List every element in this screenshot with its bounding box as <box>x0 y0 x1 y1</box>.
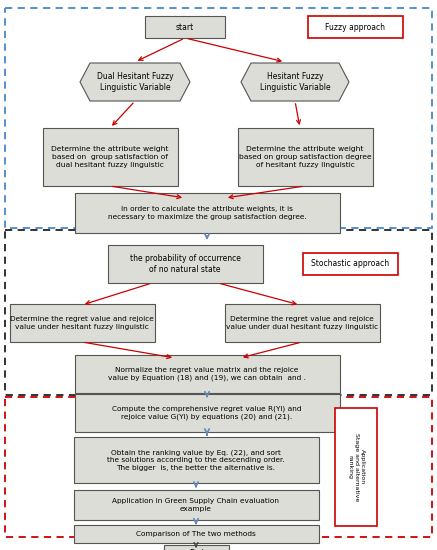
FancyBboxPatch shape <box>302 253 398 275</box>
Text: start: start <box>176 23 194 31</box>
FancyBboxPatch shape <box>308 16 402 38</box>
Text: Fuzzy approach: Fuzzy approach <box>325 23 385 31</box>
FancyBboxPatch shape <box>73 525 319 543</box>
FancyBboxPatch shape <box>145 16 225 38</box>
Text: Obtain the ranking value by Eq. (22), and sort
the solutions according to the de: Obtain the ranking value by Eq. (22), an… <box>107 449 285 471</box>
Text: Determine the attribute weight
based on group satisfaction degree
of hesitant fu: Determine the attribute weight based on … <box>239 146 371 168</box>
Text: In order to calculate the attribute weights, it is
necessary to maximize the gro: In order to calculate the attribute weig… <box>108 206 306 220</box>
Text: Stochastic approach: Stochastic approach <box>311 260 389 268</box>
Text: Application
Stage and alternative
ranking: Application Stage and alternative rankin… <box>347 433 365 501</box>
Text: Dual Hesitant Fuzzy
Linguistic Variable: Dual Hesitant Fuzzy Linguistic Variable <box>97 72 173 92</box>
Text: Application in Green Supply Chain evaluation
example: Application in Green Supply Chain evalua… <box>112 498 280 512</box>
FancyBboxPatch shape <box>42 128 177 186</box>
Text: the probability of occurrence
of no natural state: the probability of occurrence of no natu… <box>129 254 240 274</box>
Polygon shape <box>80 63 190 101</box>
Text: Hesitant Fuzzy
Linguistic Variable: Hesitant Fuzzy Linguistic Variable <box>260 72 330 92</box>
Text: Comparison of The two methods: Comparison of The two methods <box>136 531 256 537</box>
FancyBboxPatch shape <box>10 304 155 342</box>
Polygon shape <box>241 63 349 101</box>
FancyBboxPatch shape <box>74 394 340 432</box>
FancyBboxPatch shape <box>108 245 263 283</box>
FancyBboxPatch shape <box>74 193 340 233</box>
FancyBboxPatch shape <box>225 304 379 342</box>
Text: Determine the attribute weight
based on  group satisfaction of
dual hesitant fuz: Determine the attribute weight based on … <box>51 146 169 168</box>
FancyBboxPatch shape <box>73 490 319 520</box>
FancyBboxPatch shape <box>73 437 319 483</box>
Text: Determine the regret value and rejoice
value under hesitant fuzzy linguistic: Determine the regret value and rejoice v… <box>10 316 154 330</box>
FancyBboxPatch shape <box>74 355 340 393</box>
FancyBboxPatch shape <box>163 545 229 550</box>
Text: Determine the regret value and rejoice
value under dual hesitant fuzzy linguisti: Determine the regret value and rejoice v… <box>226 316 378 330</box>
Text: Normalize the regret value matrix and the rejoice
value by Equation (18) and (19: Normalize the regret value matrix and th… <box>108 367 306 381</box>
FancyBboxPatch shape <box>335 408 377 526</box>
FancyBboxPatch shape <box>237 128 372 186</box>
Text: Compute the comprehensive regret value R(Yi) and
rejoice value G(Yi) by equation: Compute the comprehensive regret value R… <box>112 406 302 420</box>
